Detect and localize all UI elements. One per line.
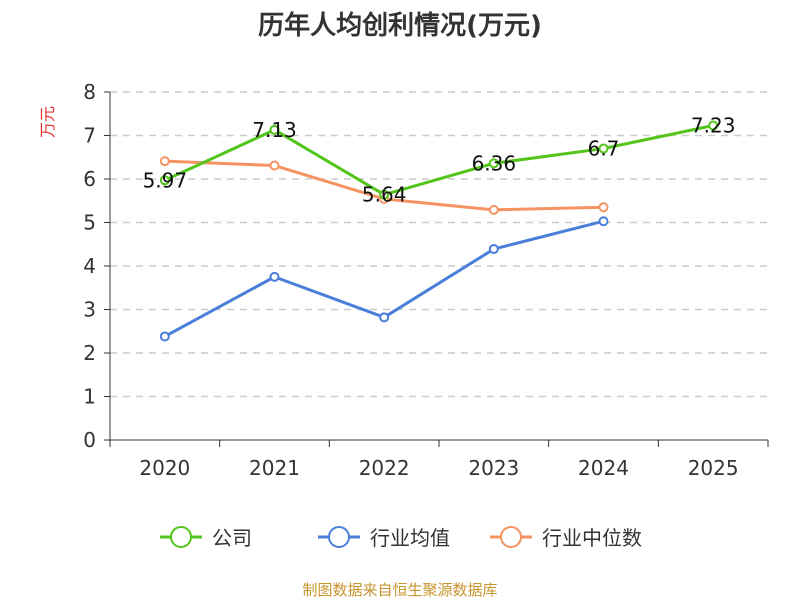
x-tick-labels: 2020 2021 2022 2023 2024 2025 (139, 456, 738, 480)
y-tick-label: 6 (83, 167, 96, 191)
y-tick-label: 1 (83, 385, 96, 409)
x-tick-label: 2022 (359, 456, 410, 480)
y-tick-label: 5 (83, 211, 96, 235)
data-point (488, 158, 499, 169)
data-point (488, 244, 499, 255)
y-tick-label: 7 (83, 124, 96, 148)
data-point (269, 271, 280, 282)
series-layer (159, 120, 719, 342)
y-tick-labels: 0 1 2 3 4 5 6 7 8 (83, 80, 96, 452)
y-tick-label: 0 (83, 428, 96, 452)
y-tick-label: 3 (83, 298, 96, 322)
axes (104, 91, 769, 447)
x-tick-label: 2020 (139, 456, 190, 480)
legend-label: 行业中位数 (542, 526, 642, 550)
y-tick-label: 2 (83, 341, 96, 365)
legend-swatch-marker (328, 526, 350, 548)
legend: 公司 行业均值 行业中位数 (160, 526, 642, 550)
data-point (598, 216, 609, 227)
data-point (159, 331, 170, 342)
data-point (269, 124, 280, 135)
data-point (598, 143, 609, 154)
x-tick-label: 2025 (688, 456, 739, 480)
data-point (708, 120, 719, 131)
data-point (379, 312, 390, 323)
series-line (164, 124, 714, 197)
data-label: 5.97 (143, 168, 188, 192)
data-point (488, 204, 499, 215)
y-axis-unit: 万元 (38, 106, 57, 138)
legend-label: 行业均值 (370, 526, 450, 550)
legend-label: 公司 (212, 526, 252, 550)
data-label: 6.36 (472, 151, 517, 175)
data-point (269, 160, 280, 171)
data-point (159, 175, 170, 186)
legend-swatch-marker (500, 526, 522, 548)
x-tick-label: 2023 (468, 456, 519, 480)
x-tick-label: 2021 (249, 456, 300, 480)
source-note: 制图数据来自恒生聚源数据库 (302, 581, 497, 599)
y-tick-label: 8 (83, 80, 96, 104)
chart-title: 历年人均创利情况(万元) (258, 10, 542, 41)
data-label: 5.64 (362, 183, 407, 207)
legend-swatch-marker (170, 526, 192, 548)
y-tick-label: 4 (83, 254, 96, 278)
data-label: 7.13 (252, 118, 297, 142)
data-label: 6.7 (588, 137, 620, 161)
data-point (159, 156, 170, 167)
data-point (379, 189, 390, 200)
data-labels: 5.97 7.13 5.64 6.36 6.7 7.23 (143, 113, 736, 206)
grid-lines (110, 91, 768, 398)
data-point (598, 202, 609, 213)
data-label: 7.23 (691, 113, 736, 137)
x-tick-label: 2024 (578, 456, 629, 480)
